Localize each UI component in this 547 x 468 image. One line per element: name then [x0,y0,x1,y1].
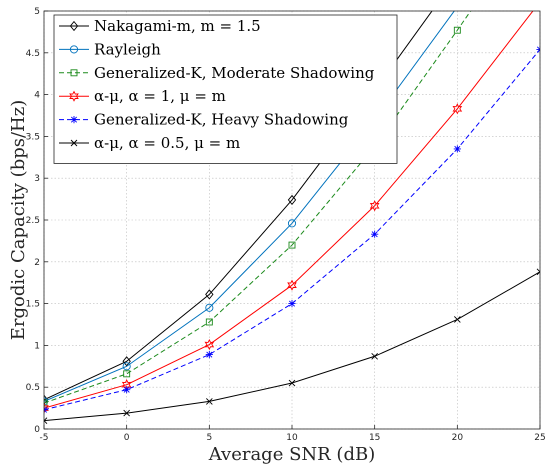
data-point [454,316,461,323]
data-point [371,352,378,360]
legend-label: Nakagami-m, m = 1.5 [94,17,261,35]
data-point [453,145,461,153]
legend-entry: Generalized-K, Heavy Shadowing [59,111,349,129]
legend-entry: Rayleigh [59,40,161,58]
series-4 [44,45,540,414]
series-line [44,11,433,401]
x-tick-label: -5 [40,433,49,443]
data-point [288,241,296,249]
data-point [287,279,297,291]
x-tick-label: 20 [452,433,464,443]
data-point [44,402,49,414]
legend-label: Rayleigh [94,40,161,58]
x-tick-label: 10 [286,433,298,443]
x-tick-label: 25 [534,433,545,443]
data-point [536,0,544,6]
y-tick-label: 3.5 [26,132,40,142]
y-tick-label: 0 [34,425,40,435]
y-tick-label: 1.5 [26,300,40,310]
legend-marker [69,45,79,54]
x-tick-label: 0 [124,433,130,443]
legend-label: α-μ, α = 0.5, μ = m [94,134,240,152]
data-point [452,103,463,115]
data-point [369,200,380,212]
y-tick-label: 2 [34,258,40,268]
data-point [123,370,131,378]
legend-entry: α-μ, α = 1, μ = m [59,87,226,105]
legend-box [53,14,398,164]
legend-marker [69,90,79,102]
data-point [206,398,213,405]
data-point [123,409,130,417]
series-line [44,11,455,402]
data-point [288,379,296,387]
legend-marker [69,20,79,32]
legend-label: Generalized-K, Moderate Shadowing [94,64,375,82]
legend-marker [70,139,78,147]
legend-label: α-μ, α = 1, μ = m [94,87,226,105]
series-group [44,0,544,424]
legend-marker [70,69,78,77]
series-line [44,11,534,409]
data-point [122,356,131,367]
data-point [122,362,131,371]
data-point [44,417,48,424]
data-point [204,338,215,351]
data-point [454,3,461,10]
data-point [205,303,214,312]
legend-marker [70,116,78,124]
y-tick-label: 4.5 [26,49,40,59]
y-axis-label: Ergodic Capacity (bps/Hz) [8,100,29,340]
y-tick-label: 1 [34,341,40,351]
data-point [123,386,131,394]
y-tick-label: 2.5 [26,216,40,226]
data-point [288,300,296,308]
data-point [205,318,213,326]
legend: Nakagami-m, m = 1.5 Rayleigh Generalized-K… [53,14,398,164]
x-tick-label: 15 [369,433,380,443]
data-point [371,230,379,238]
y-tick-label: 3 [34,174,40,184]
x-tick-label: 5 [206,433,212,443]
series-5 [44,268,540,424]
legend-label: Generalized-K, Heavy Shadowing [94,111,349,129]
legend-entry: Generalized-K, Moderate Shadowing [59,64,375,82]
data-point [287,194,297,206]
data-point [287,219,297,228]
legend-entry: Nakagami-m, m = 1.5 [59,17,261,35]
data-point [536,268,540,276]
series-line [44,11,472,404]
y-tick-label: 4 [34,91,40,101]
legend-entry: α-μ, α = 0.5, μ = m [59,134,240,152]
x-axis-label: Average SNR (dB) [208,444,375,465]
data-point [205,289,214,300]
data-point [44,399,48,407]
y-tick-label: 5 [34,7,40,17]
series-3 [44,0,544,414]
data-point [205,350,213,359]
y-tick-label: 0.5 [26,383,40,393]
data-point [453,26,461,34]
